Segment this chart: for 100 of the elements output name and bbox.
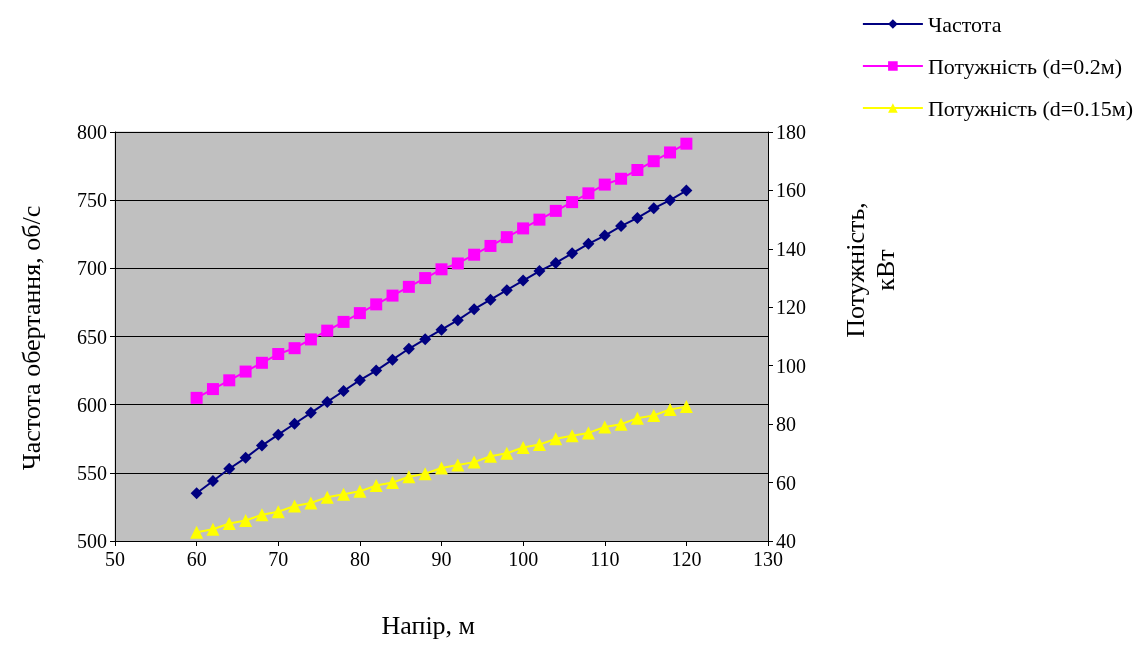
point <box>451 314 464 327</box>
y2-tick-label: 180 <box>776 121 806 143</box>
point <box>353 307 366 320</box>
point <box>419 272 432 285</box>
point <box>500 231 513 244</box>
point <box>370 298 383 311</box>
point <box>288 417 301 430</box>
point <box>516 441 530 455</box>
x-tick-label: 120 <box>671 548 702 570</box>
y-tick-label: 650 <box>77 325 107 348</box>
point <box>664 146 677 159</box>
point <box>484 239 497 252</box>
point <box>533 265 546 278</box>
y2-tick-label: 80 <box>776 413 796 436</box>
point <box>549 256 562 269</box>
x-tick-label: 60 <box>186 548 207 570</box>
point <box>549 432 563 446</box>
y-tick-label: 550 <box>77 461 107 484</box>
point <box>451 257 464 270</box>
x-axis-title: Напір, м <box>381 610 476 640</box>
legend-label: Потужність (d=0.2м) <box>927 53 1123 79</box>
point <box>500 446 514 460</box>
y2-tick-label: 160 <box>776 179 806 202</box>
point <box>402 470 416 484</box>
point <box>288 342 301 355</box>
y2-tick-label: 100 <box>776 354 806 377</box>
point <box>272 348 285 361</box>
point <box>517 222 530 235</box>
point <box>418 467 432 481</box>
x-tick-label: 70 <box>268 548 289 570</box>
point <box>467 455 481 469</box>
x-tick-label: 110 <box>590 548 620 570</box>
point <box>190 525 204 539</box>
point <box>320 490 334 504</box>
point <box>631 163 644 176</box>
point <box>664 194 677 207</box>
point <box>288 499 302 513</box>
point <box>386 476 400 490</box>
point <box>223 374 236 387</box>
point <box>369 478 383 492</box>
point <box>337 487 351 501</box>
point <box>304 496 318 510</box>
point <box>630 411 644 425</box>
point <box>337 315 350 328</box>
y-tick-label: 700 <box>77 257 107 280</box>
x-tick-label: 50 <box>105 548 125 570</box>
x-tick-label: 100 <box>508 548 539 570</box>
point <box>566 247 579 260</box>
point <box>304 333 317 346</box>
point <box>631 211 644 224</box>
point <box>680 137 693 150</box>
point <box>679 400 693 414</box>
point <box>304 406 317 419</box>
point <box>663 403 677 417</box>
point <box>647 202 660 215</box>
point <box>321 395 334 408</box>
y-tick-label: 750 <box>77 189 107 212</box>
y-tick-label: 600 <box>77 393 107 416</box>
point <box>549 204 562 217</box>
point <box>532 438 546 452</box>
point <box>272 428 285 441</box>
point <box>255 508 269 522</box>
point <box>647 155 660 168</box>
point <box>239 451 252 464</box>
point <box>223 462 236 475</box>
point <box>484 293 497 306</box>
point <box>435 323 448 336</box>
point <box>353 374 366 387</box>
point <box>353 484 367 498</box>
point <box>615 172 628 185</box>
y-tick-label: 800 <box>77 121 107 143</box>
point <box>386 289 399 302</box>
point <box>533 213 546 226</box>
point <box>190 391 203 404</box>
point <box>615 220 628 233</box>
point <box>435 263 448 276</box>
point <box>206 475 219 488</box>
y2-tick-label: 120 <box>776 296 806 319</box>
point <box>598 178 611 191</box>
point <box>239 365 252 378</box>
legend-label: Частота <box>927 11 1002 37</box>
point <box>255 356 268 369</box>
point <box>517 274 530 287</box>
point <box>581 426 595 440</box>
point <box>206 522 220 536</box>
x-tick-label: 80 <box>349 548 370 570</box>
x-tick-label: 90 <box>431 548 452 570</box>
y-axis-title: Частота обертання, об/с <box>16 205 46 471</box>
point <box>598 229 611 242</box>
point <box>321 324 334 337</box>
point <box>337 385 350 398</box>
point <box>451 458 465 472</box>
point <box>255 439 268 452</box>
point <box>582 187 595 200</box>
point <box>680 184 693 197</box>
y-tick-label: 500 <box>77 530 107 552</box>
point <box>566 196 579 209</box>
y2-tick-label: 140 <box>776 237 806 260</box>
point <box>565 429 579 443</box>
point <box>419 333 432 346</box>
